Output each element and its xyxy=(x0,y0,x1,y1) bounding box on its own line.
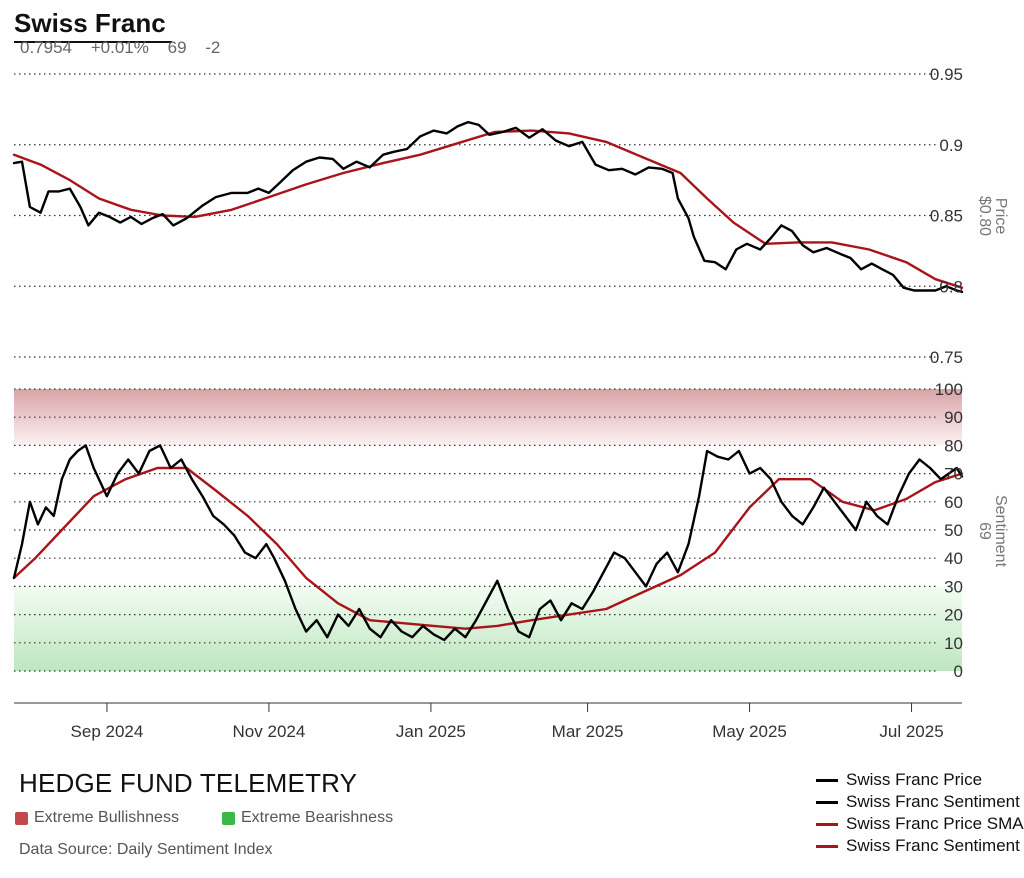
chart-canvas: 0.950.90.850.80.751009080706050403020100… xyxy=(12,65,1009,741)
price-sma-line xyxy=(12,129,964,289)
legend-item-price-sma[interactable]: Swiss Franc Price SMA xyxy=(816,813,1024,835)
legend-line-icon xyxy=(816,844,838,848)
price-value: 0.7954 xyxy=(20,38,72,57)
x-tick-label: Jan 2025 xyxy=(396,722,466,741)
price-axis-title: Price xyxy=(992,198,1009,235)
chart-title: Swiss Franc xyxy=(14,8,166,38)
x-tick-label: Mar 2025 xyxy=(552,722,624,741)
sentiment-line xyxy=(12,444,964,642)
legend-item-price[interactable]: Swiss Franc Price xyxy=(816,769,1024,791)
sentiment-tick-label: 20 xyxy=(944,606,963,625)
x-tick-label: Jul 2025 xyxy=(879,722,943,741)
title-underline xyxy=(14,41,172,43)
price-tick-label: 0.75 xyxy=(930,348,963,367)
data-source: Data Source: Daily Sentiment Index xyxy=(19,841,273,858)
sentiment-tick-label: 70 xyxy=(944,465,963,484)
series-lines xyxy=(12,120,964,642)
zone-legend-bullish: Extreme Bullishness xyxy=(15,809,179,827)
grid-lines xyxy=(14,73,936,672)
sentiment-tick-label: 0 xyxy=(954,662,963,681)
legend-item-sentiment-sma[interactable]: Swiss Franc Sentiment SMA xyxy=(816,835,1024,857)
legend-item-sentiment[interactable]: Swiss Franc Sentiment xyxy=(816,791,1024,813)
sentiment-tick-label: 100 xyxy=(935,380,963,399)
legend-line-icon xyxy=(816,822,838,826)
sentiment-tick-label: 80 xyxy=(944,436,963,455)
bearish-swatch xyxy=(222,811,235,825)
legend-line-icon xyxy=(816,800,838,804)
legend-label: Swiss Franc Price xyxy=(846,770,983,789)
sentiment-axis-subtitle: 69 xyxy=(976,522,993,540)
x-tick-label: Sep 2024 xyxy=(71,722,144,741)
header-stats: 0.7954 +0.01% 69 -2 xyxy=(20,38,234,58)
price-tick-label: 0.95 xyxy=(930,65,963,84)
series-legend: Swiss Franc Price Swiss Franc Sentiment … xyxy=(816,769,1024,857)
price-axis-subtitle: $0.80 xyxy=(976,196,993,236)
sentiment-tick-label: 30 xyxy=(944,577,963,596)
sentiment-axis-title: Sentiment xyxy=(992,495,1009,568)
bullish-swatch xyxy=(15,811,28,825)
x-tick-label: May 2025 xyxy=(712,722,787,741)
sentiment-change: -2 xyxy=(205,38,221,57)
zone-legend-bearish: Extreme Bearishness xyxy=(222,809,393,827)
sentiment-value: 69 xyxy=(167,38,187,57)
bullish-label: Extreme Bullishness xyxy=(34,809,179,826)
price-change: +0.01% xyxy=(90,38,149,57)
legend-label: Swiss Franc Price SMA xyxy=(846,814,1024,833)
axes: 0.950.90.850.80.751009080706050403020100… xyxy=(14,65,1009,741)
price-tick-label: 0.85 xyxy=(930,207,963,226)
x-tick-label: Nov 2024 xyxy=(233,722,306,741)
sentiment-tick-label: 60 xyxy=(944,493,963,512)
legend-label: Swiss Franc Sentiment xyxy=(846,792,1020,811)
sentiment-tick-label: 10 xyxy=(944,634,963,653)
sentiment-tick-label: 90 xyxy=(944,408,963,427)
price-tick-label: 0.9 xyxy=(939,136,963,155)
legend-label: Swiss Franc Sentiment SMA xyxy=(846,836,1024,855)
legend-line-icon xyxy=(816,778,838,782)
price-line xyxy=(12,120,964,294)
brand-name: HEDGE FUND TELEMETRY xyxy=(19,768,358,798)
sentiment-sma-line xyxy=(12,466,964,630)
sentiment-tick-label: 50 xyxy=(944,521,963,540)
sentiment-tick-label: 40 xyxy=(944,549,963,568)
price-tick-label: 0.8 xyxy=(939,277,963,296)
bearish-label: Extreme Bearishness xyxy=(241,809,394,826)
